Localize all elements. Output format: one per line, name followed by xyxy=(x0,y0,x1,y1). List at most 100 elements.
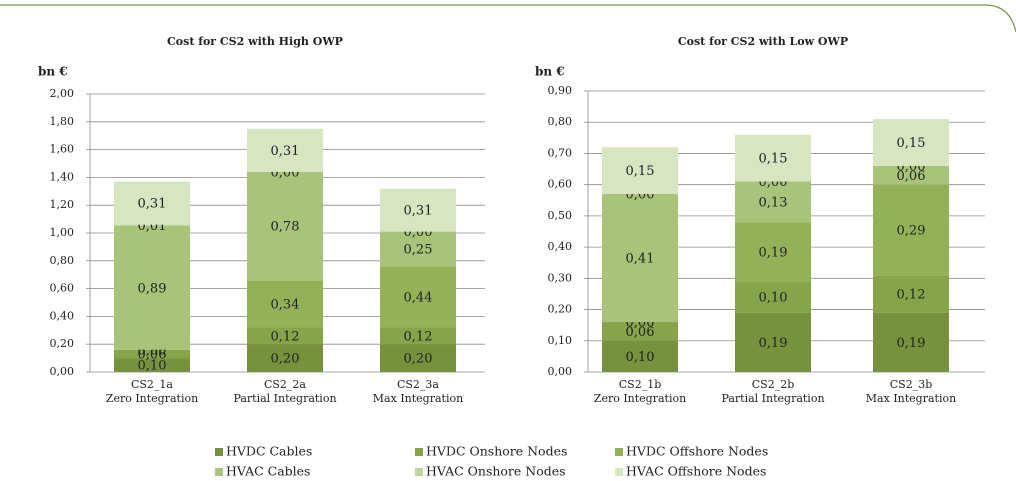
bar-segment xyxy=(114,224,190,227)
bar-segment xyxy=(873,119,949,166)
y-tick-label: 0,70 xyxy=(548,146,573,159)
value-label: 0,06 xyxy=(897,169,926,184)
y-tick-label: 0,40 xyxy=(50,309,75,322)
bar-segment xyxy=(380,231,456,267)
value-label: 0,15 xyxy=(897,136,926,151)
value-label: 0,13 xyxy=(759,195,788,210)
bar-segment xyxy=(873,184,949,276)
legend-swatch xyxy=(415,448,423,456)
y-tick-label: 0,40 xyxy=(548,240,573,253)
y-tick-label: 0,50 xyxy=(548,209,573,222)
bar-segment xyxy=(380,188,456,232)
bar-segment xyxy=(735,134,811,182)
bar-segment xyxy=(602,340,678,372)
y-tick-label: 2,00 xyxy=(50,87,75,100)
value-label: 0,20 xyxy=(271,352,300,367)
legend-label: HVDC Cables xyxy=(226,444,312,459)
value-label: 0,19 xyxy=(897,336,926,351)
x-tick-label: Max Integration xyxy=(373,392,463,405)
bar-segment xyxy=(735,222,811,282)
y-tick-label: 1,00 xyxy=(50,226,75,239)
value-label: 0,06 xyxy=(626,325,655,340)
bar-segment xyxy=(380,327,456,345)
x-tick-label: CS2_1b xyxy=(619,378,662,391)
legend-swatch xyxy=(215,448,223,456)
y-tick-label: 1,60 xyxy=(50,143,75,156)
bar-segment xyxy=(114,349,190,359)
value-label: 0,41 xyxy=(626,252,655,267)
value-label: 0,19 xyxy=(759,245,788,260)
value-label: 0,10 xyxy=(759,291,788,306)
y-tick-label: 0,30 xyxy=(548,271,573,284)
x-tick-label: Max Integration xyxy=(866,392,956,405)
bar-segment xyxy=(873,275,949,313)
y-tick-label: 1,80 xyxy=(50,115,75,128)
value-label: 0,12 xyxy=(897,287,926,302)
bar-segment xyxy=(114,226,190,350)
value-label: 0,78 xyxy=(271,220,300,235)
y-tick-label: 0,20 xyxy=(50,337,75,350)
x-tick-label: CS2_3a xyxy=(397,378,439,391)
y-tick-label: 0,80 xyxy=(548,115,573,128)
value-label: 0,12 xyxy=(271,329,300,344)
chart-title: Cost for CS2 with High OWP xyxy=(167,35,343,48)
x-tick-label: CS2_2a xyxy=(264,378,306,391)
bar-segment xyxy=(735,281,811,313)
x-tick-label: CS2_1a xyxy=(131,378,173,391)
value-label: 0,89 xyxy=(138,281,167,296)
bar-segment xyxy=(602,147,678,195)
y-tick-label: 1,40 xyxy=(50,170,75,183)
value-label: 0,06 xyxy=(138,347,167,362)
bar-segment xyxy=(735,181,811,223)
y-tick-label: 0,80 xyxy=(50,254,75,267)
value-label: 0,29 xyxy=(897,223,926,238)
y-tick-label: 0,00 xyxy=(548,365,573,378)
y-tick-label: 0,60 xyxy=(50,282,75,295)
value-label: 0,31 xyxy=(404,204,433,219)
y-tick-label: 0,60 xyxy=(548,178,573,191)
y-tick-label: 0,20 xyxy=(548,303,573,316)
frame-line xyxy=(0,4,1016,33)
value-label: 0,15 xyxy=(626,164,655,179)
x-tick-label: Zero Integration xyxy=(594,392,686,405)
y-tick-label: 0,00 xyxy=(50,365,75,378)
legend-swatch xyxy=(615,468,623,476)
value-label: 0,31 xyxy=(271,144,300,159)
legend-label: HVAC Cables xyxy=(226,464,310,479)
value-label: 0,20 xyxy=(404,352,433,367)
value-label: 0,15 xyxy=(759,152,788,167)
legend-label: HVAC Onshore Nodes xyxy=(426,464,566,479)
value-label: 0,34 xyxy=(271,297,300,312)
bar-segment xyxy=(735,312,811,372)
legend-swatch xyxy=(415,468,423,476)
bar-segment xyxy=(602,322,678,341)
x-tick-label: CS2_2b xyxy=(752,378,795,391)
value-label: 0,44 xyxy=(404,290,433,305)
bar-segment xyxy=(247,280,323,328)
legend-label: HVAC Offshore Nodes xyxy=(626,464,766,479)
bar-segment xyxy=(114,358,190,372)
legend-swatch xyxy=(215,468,223,476)
y-tick-label: 0,10 xyxy=(548,334,573,347)
legend-label: HVDC Onshore Nodes xyxy=(426,444,567,459)
y-axis-label: bn € xyxy=(38,65,68,79)
x-tick-label: Partial Integration xyxy=(721,392,824,405)
value-label: 0,25 xyxy=(404,242,433,257)
value-label: 0,10 xyxy=(138,359,167,374)
bar-segment xyxy=(114,181,190,225)
y-tick-label: 0,90 xyxy=(548,84,573,97)
bar-segment xyxy=(247,327,323,345)
bar-segment xyxy=(247,128,323,172)
bar-segment xyxy=(380,266,456,328)
bar-segment xyxy=(380,344,456,372)
value-label: 0,10 xyxy=(626,350,655,365)
y-tick-label: 1,20 xyxy=(50,198,75,211)
legend-swatch xyxy=(615,448,623,456)
legend-label: HVDC Offshore Nodes xyxy=(626,444,768,459)
bar-segment xyxy=(873,165,949,185)
value-label: 0,12 xyxy=(404,329,433,344)
y-axis-label: bn € xyxy=(535,65,565,79)
bar-segment xyxy=(602,194,678,323)
bar-segment xyxy=(247,344,323,372)
